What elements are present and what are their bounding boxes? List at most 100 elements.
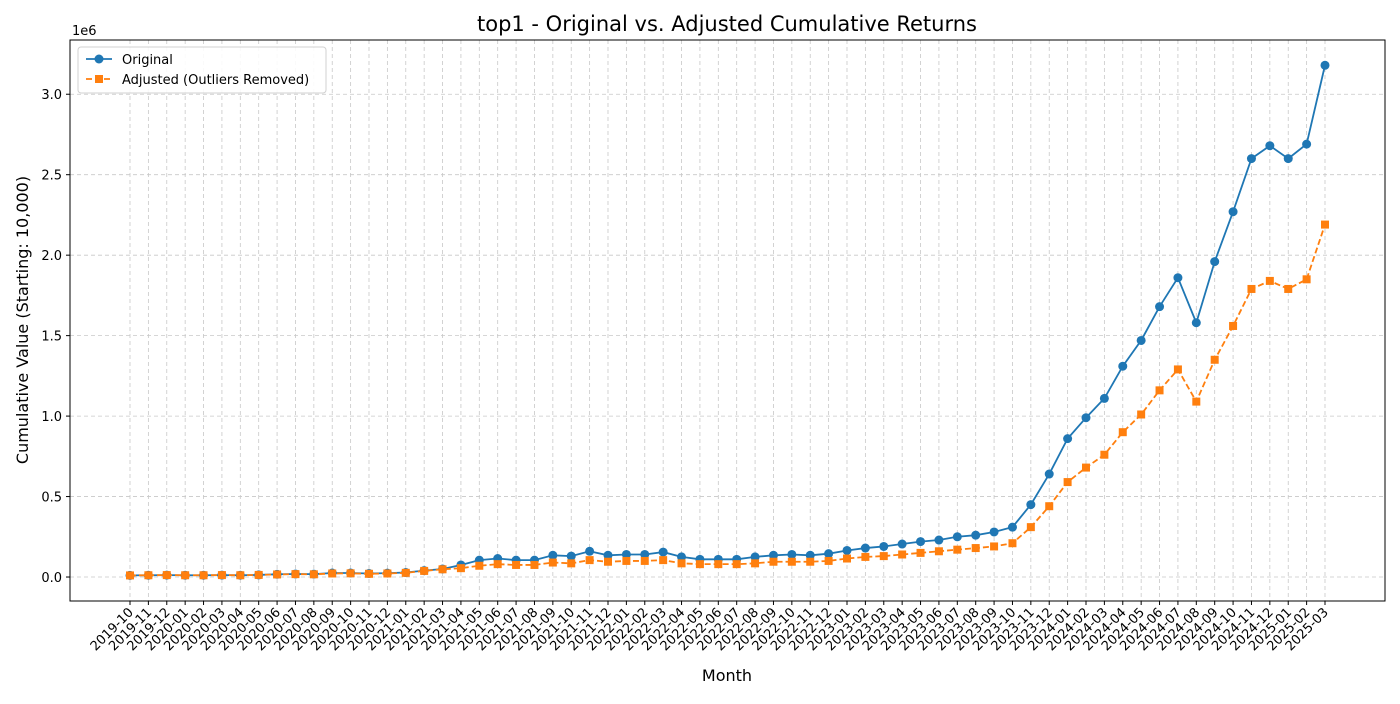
data-point xyxy=(1081,413,1091,423)
data-point xyxy=(897,539,907,549)
data-point xyxy=(530,560,539,569)
data-point xyxy=(1265,141,1275,151)
data-point xyxy=(861,552,870,561)
data-point xyxy=(309,570,318,579)
data-point xyxy=(640,556,649,565)
data-point xyxy=(1044,469,1054,479)
data-point xyxy=(126,571,134,580)
data-point xyxy=(916,537,926,547)
data-point xyxy=(1118,428,1127,437)
legend-label: Adjusted (Outliers Removed) xyxy=(122,73,309,88)
legend-label: Original xyxy=(122,53,173,68)
data-point xyxy=(438,565,447,574)
data-point xyxy=(603,550,613,560)
data-point xyxy=(1247,284,1256,293)
y-tick-label: 2.0 xyxy=(41,249,62,264)
data-point xyxy=(1302,275,1311,284)
y-tick-label: 2.5 xyxy=(41,169,62,184)
data-point xyxy=(548,558,557,567)
data-point xyxy=(1210,257,1220,267)
data-point xyxy=(144,571,153,580)
data-point xyxy=(401,568,410,577)
data-point xyxy=(1265,276,1274,285)
data-point xyxy=(1302,139,1312,149)
series-line xyxy=(129,224,1326,577)
data-point xyxy=(1228,207,1238,217)
data-point xyxy=(787,549,797,559)
data-point xyxy=(879,541,889,551)
data-point xyxy=(768,550,778,560)
data-point xyxy=(1155,302,1165,312)
data-point xyxy=(640,549,650,559)
data-point xyxy=(953,545,962,554)
data-point xyxy=(1100,450,1109,459)
data-point xyxy=(1321,220,1329,229)
data-point xyxy=(512,560,521,569)
data-point xyxy=(1008,539,1017,548)
data-point xyxy=(1136,335,1146,345)
data-point xyxy=(1155,386,1164,395)
data-point xyxy=(1026,500,1036,510)
data-point xyxy=(493,560,502,569)
data-point xyxy=(567,559,576,568)
data-point xyxy=(585,556,594,565)
x-axis-label: Month xyxy=(702,666,752,685)
data-point xyxy=(787,557,796,566)
data-point xyxy=(456,564,465,573)
data-point xyxy=(1283,154,1293,164)
data-point xyxy=(751,559,760,568)
data-point xyxy=(659,556,668,565)
data-point xyxy=(365,569,373,578)
data-point xyxy=(181,571,190,580)
data-point xyxy=(548,550,558,560)
data-point xyxy=(714,560,723,569)
data-point xyxy=(989,527,999,537)
data-point xyxy=(585,546,595,556)
legend-marker xyxy=(94,54,104,64)
data-point xyxy=(1191,318,1201,328)
data-point xyxy=(1210,355,1219,364)
y-tick-label: 1.5 xyxy=(41,330,62,345)
data-point xyxy=(475,561,484,570)
data-point xyxy=(1026,523,1035,532)
data-point xyxy=(934,535,944,545)
data-point xyxy=(971,544,980,553)
data-point xyxy=(769,557,778,566)
chart-title: top1 - Original vs. Adjusted Cumulative … xyxy=(477,12,977,36)
data-point xyxy=(1229,321,1238,330)
data-point xyxy=(328,569,337,578)
data-point xyxy=(677,559,686,568)
data-point xyxy=(1063,434,1073,444)
data-point xyxy=(1063,478,1072,487)
data-point xyxy=(566,551,576,561)
data-point xyxy=(346,569,355,578)
data-point xyxy=(842,545,852,555)
data-point xyxy=(971,530,981,540)
data-point xyxy=(1246,154,1256,164)
data-point xyxy=(805,550,815,560)
y-tick-label: 0.5 xyxy=(41,491,62,506)
data-point xyxy=(824,556,833,565)
plot-frame xyxy=(69,39,1386,602)
series-line xyxy=(129,65,1326,577)
data-point xyxy=(420,566,429,575)
data-point xyxy=(1173,365,1182,374)
y-tick-label: 0.0 xyxy=(41,571,62,586)
data-point xyxy=(199,571,208,580)
y-offset-label: 1e6 xyxy=(72,24,97,39)
data-point xyxy=(824,549,834,559)
data-point xyxy=(1173,273,1183,283)
data-point xyxy=(1192,397,1201,406)
data-point xyxy=(162,571,171,580)
data-point xyxy=(236,571,245,580)
data-point xyxy=(952,532,962,542)
data-point xyxy=(750,552,760,562)
data-point xyxy=(990,542,999,551)
data-point xyxy=(806,557,815,566)
data-point xyxy=(622,556,631,565)
data-point xyxy=(934,547,943,556)
data-point xyxy=(217,571,226,580)
data-point xyxy=(879,552,888,561)
data-point xyxy=(604,557,612,566)
